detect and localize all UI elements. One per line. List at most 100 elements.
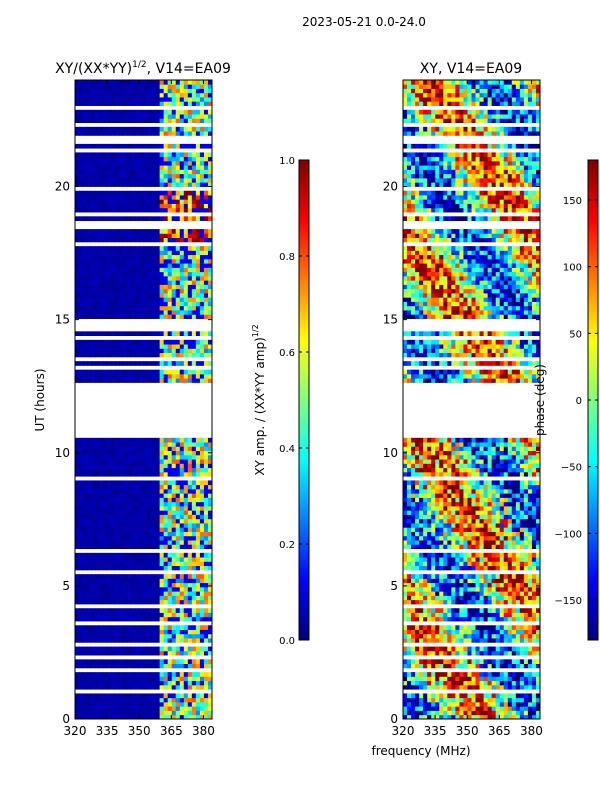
heatmap-cell: [203, 540, 209, 545]
heatmap-cell: [423, 638, 428, 643]
heatmap-cell: [75, 599, 80, 605]
heatmap-cell: [131, 514, 136, 520]
heatmap-cell: [95, 160, 100, 166]
heatmap-cell: [119, 471, 124, 477]
heatmap-cell: [431, 616, 436, 622]
heatmap-cell: [155, 88, 161, 94]
heatmap-cell: [103, 629, 108, 635]
heatmap-cell: [419, 693, 424, 699]
heatmap-cell: [91, 297, 96, 302]
heatmap-cell: [407, 676, 412, 682]
heatmap-cell: [195, 514, 201, 520]
heatmap-cell: [99, 97, 104, 102]
heatmap-cell: [491, 582, 497, 588]
heatmap-cell: [435, 701, 440, 707]
heatmap-cell: [491, 629, 497, 635]
heatmap-cell: [207, 109, 213, 115]
heatmap-cell: [99, 109, 104, 115]
heatmap-cell: [143, 88, 148, 94]
heatmap-cell: [175, 638, 181, 643]
heatmap-cell: [203, 510, 209, 515]
colorbar-segment: [299, 376, 309, 381]
heatmap-cell: [127, 676, 132, 682]
colorbar-segment: [299, 516, 309, 521]
heatmap-cell: [183, 275, 189, 281]
heatmap-cell: [187, 646, 193, 652]
heatmap-cell: [155, 437, 161, 443]
heatmap-cell: [83, 638, 88, 643]
heatmap-cell: [171, 80, 177, 85]
heatmap-cell: [143, 254, 148, 260]
heatmap-cell: [127, 595, 132, 601]
heatmap-cell: [423, 676, 428, 682]
heatmap-cell: [207, 586, 213, 592]
heatmap-cell: [127, 267, 132, 273]
heatmap-cell: [99, 659, 104, 665]
heatmap-cell: [107, 578, 112, 584]
heatmap-cell: [103, 599, 108, 605]
heatmap-cell: [115, 582, 120, 588]
heatmap-cell: [147, 463, 152, 469]
heatmap-cell: [75, 203, 80, 209]
heatmap-cell: [403, 714, 408, 720]
heatmap-cell: [407, 650, 412, 656]
heatmap-cell: [95, 165, 100, 170]
heatmap-cell: [191, 173, 197, 179]
heatmap-cell: [195, 118, 201, 123]
heatmap-cell: [159, 280, 165, 285]
heatmap-cell: [167, 250, 173, 256]
heatmap-cell: [155, 97, 161, 102]
colorbar-segment: [299, 528, 309, 533]
heatmap-cell: [515, 650, 521, 656]
heatmap-cell: [171, 454, 177, 460]
heatmap-cell: [163, 199, 169, 204]
heatmap-cell: [83, 369, 88, 375]
heatmap-cell: [171, 378, 177, 383]
heatmap-cell: [175, 544, 181, 549]
heatmap-cell: [119, 514, 124, 520]
heatmap-cell: [191, 348, 197, 354]
heatmap-cell: [83, 710, 88, 716]
heatmap-cell: [459, 638, 464, 643]
heatmap-cell: [203, 237, 209, 243]
heatmap-cell: [171, 493, 177, 498]
heatmap-cell: [163, 646, 169, 652]
heatmap-cell: [131, 131, 136, 136]
heatmap-cell: [111, 297, 116, 302]
heatmap-cell: [135, 463, 140, 469]
heatmap-cell: [455, 676, 460, 682]
heatmap-cell: [143, 118, 148, 123]
heatmap-cell: [471, 650, 476, 656]
heatmap-cell: [119, 237, 124, 243]
heatmap-cell: [115, 229, 120, 234]
heatmap-cell: [515, 629, 521, 635]
heatmap-cell: [171, 544, 177, 549]
heatmap-cell: [403, 565, 408, 571]
heatmap-cell: [127, 160, 132, 166]
heatmap-cell: [183, 527, 189, 532]
heatmap-cell: [115, 305, 120, 311]
heatmap-cell: [439, 574, 444, 579]
heatmap-cell: [171, 510, 177, 515]
heatmap-cell: [203, 109, 209, 115]
heatmap-cell: [83, 544, 88, 549]
heatmap-cell: [455, 586, 460, 592]
heatmap-cell: [95, 629, 100, 635]
heatmap-cell: [403, 701, 408, 707]
heatmap-cell: [143, 305, 148, 311]
heatmap-cell: [143, 454, 148, 460]
heatmap-cell: [163, 305, 169, 311]
heatmap-cell: [407, 693, 412, 699]
heatmap-cell: [75, 646, 80, 652]
heatmap-cell: [95, 229, 100, 234]
heatmap-cell: [419, 591, 424, 596]
heatmap-cell: [87, 552, 92, 558]
heatmap-cell: [155, 331, 161, 336]
heatmap-cell: [419, 625, 424, 630]
heatmap-cell: [187, 680, 193, 686]
heatmap-cell: [135, 361, 140, 366]
heatmap-cell: [131, 437, 136, 443]
heatmap-cell: [519, 633, 525, 639]
heatmap-cell: [199, 109, 205, 115]
colorbar-segment: [299, 608, 309, 613]
